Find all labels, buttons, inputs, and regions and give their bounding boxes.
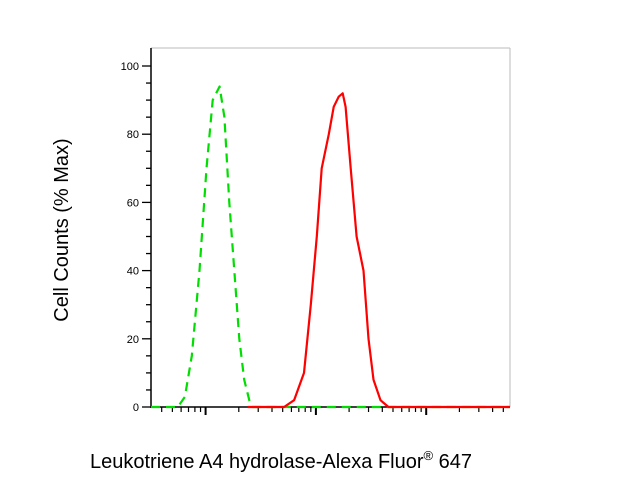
y-tick-label: 100 bbox=[121, 61, 139, 73]
y-tick-label: 60 bbox=[127, 197, 139, 209]
plot-frame bbox=[150, 47, 511, 408]
x-axis-title-superscript: ® bbox=[424, 448, 434, 463]
series-group bbox=[151, 85, 510, 409]
y-axis-title: Cell Counts (% Max) bbox=[51, 138, 73, 321]
x-axis-title-main: Leukotriene A4 hydrolase-Alexa Fluor bbox=[90, 451, 424, 473]
y-tick-label: 40 bbox=[127, 266, 139, 278]
series-line-solid-red bbox=[247, 92, 510, 409]
y-tick-label: 20 bbox=[127, 334, 139, 346]
y-axis: 0 20 40 60 80 100 bbox=[121, 61, 151, 414]
x-axis bbox=[161, 407, 504, 415]
y-tick-label: 80 bbox=[127, 129, 139, 141]
x-axis-title-suffix: 647 bbox=[433, 451, 472, 473]
y-tick-label: 0 bbox=[133, 402, 139, 414]
x-axis-title: Leukotriene A4 hydrolase-Alexa Fluor® 64… bbox=[90, 448, 472, 473]
series-line-dashed-green bbox=[151, 85, 510, 409]
